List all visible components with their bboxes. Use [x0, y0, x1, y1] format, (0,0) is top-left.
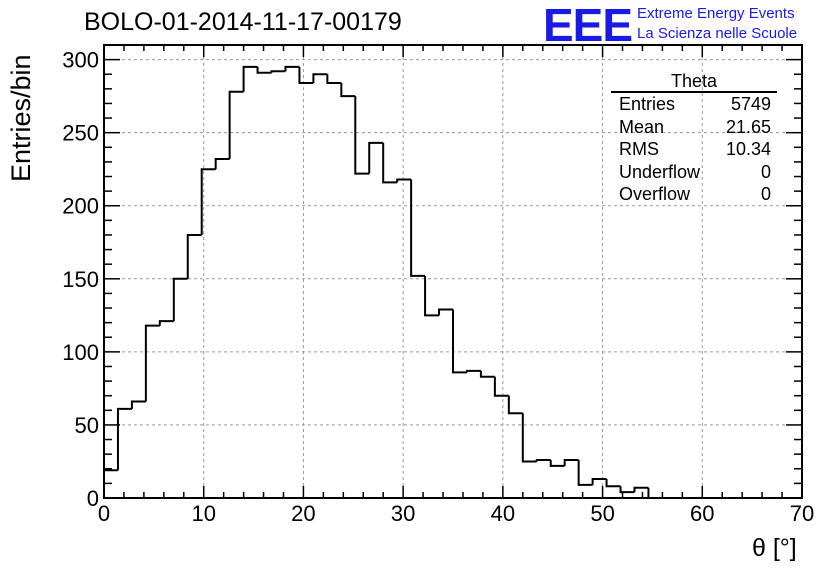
histogram-bin	[270, 70, 286, 73]
histogram-bin	[493, 376, 509, 397]
y-tick-label: 300	[62, 48, 99, 73]
histogram-bin	[438, 308, 453, 316]
histogram-bin	[368, 141, 384, 174]
histogram-bin	[228, 90, 244, 159]
histogram-bin	[633, 486, 649, 493]
y-tick-label: 50	[75, 413, 99, 438]
tick-labels: 0 10 20 30 40 50 60 70 0 50 100 150 200 250 300	[62, 48, 814, 526]
logo-caption: Extreme Energy Events La Scienza nelle S…	[637, 4, 797, 44]
chart-title: BOLO-01-2014-11-17-00179	[84, 8, 402, 36]
stats-row-overflow: Overflow 0	[611, 183, 777, 206]
stats-row-rms: RMS 10.34	[611, 138, 777, 161]
eee-logo: EEE	[543, 0, 633, 51]
x-tick-label: 60	[690, 501, 714, 526]
histogram-bin	[172, 277, 188, 322]
histogram-bin	[521, 413, 537, 463]
histogram-bin	[479, 370, 495, 378]
y-tick-label: 200	[62, 194, 99, 219]
histogram-bin	[242, 65, 258, 92]
histogram-bin	[382, 142, 398, 184]
stats-label: Mean	[619, 116, 665, 137]
histogram-bin	[535, 459, 551, 462]
logo-line-2: La Scienza nelle Scuole	[637, 25, 798, 42]
histogram-bin	[577, 460, 593, 486]
y-tick-label: 100	[62, 340, 99, 365]
x-tick-label: 10	[191, 501, 215, 526]
stats-label: RMS	[619, 139, 659, 159]
histogram-bin	[340, 82, 356, 98]
plot-frame	[103, 44, 803, 499]
histogram-bin	[507, 395, 523, 415]
histogram-bin	[130, 400, 146, 409]
histogram-bin	[549, 460, 565, 467]
x-tick-label: 0	[98, 501, 110, 526]
histogram-bin	[116, 407, 132, 471]
y-tick-label: 250	[62, 121, 99, 146]
stats-row-underflow: Underflow 0	[611, 161, 777, 184]
histogram-bin	[214, 157, 230, 170]
histogram-bin	[326, 74, 342, 84]
stats-value: 5749	[730, 94, 771, 114]
histogram-bin	[452, 309, 467, 374]
histogram-bin	[298, 66, 314, 84]
histogram-bin	[591, 478, 607, 485]
x-axis-label: θ [°]	[752, 534, 797, 562]
histogram-bin	[465, 369, 481, 373]
histogram-bin	[312, 73, 328, 83]
histogram-bin	[563, 459, 579, 466]
histogram-bin	[144, 324, 160, 402]
y-tick-label: 0	[87, 486, 99, 511]
histogram-bin	[619, 486, 635, 494]
stats-label: Entries	[619, 94, 676, 114]
histogram-bin	[200, 168, 216, 235]
axis-ticks	[103, 44, 803, 499]
histogram-bin	[424, 275, 440, 317]
stats-label: Underflow	[619, 161, 701, 182]
y-axis-label: Entries/bin	[6, 54, 36, 182]
stats-box: Theta Entries 5749 Mean 21.65 RMS 10.34 …	[611, 72, 777, 206]
stats-value: 21.65	[725, 116, 771, 137]
stats-row-entries: Entries 5749	[611, 93, 777, 116]
histogram-bin	[284, 65, 300, 72]
x-tick-label: 50	[590, 501, 614, 526]
histogram-bin	[256, 66, 272, 74]
histogram-bin	[158, 320, 174, 326]
stats-value: 0	[760, 184, 771, 204]
stats-row-mean: Mean 21.65	[611, 116, 777, 139]
stats-label: Overflow	[619, 184, 691, 204]
histogram-bin	[410, 179, 426, 277]
x-tick-label: 70	[790, 501, 814, 526]
histogram-bin	[354, 96, 370, 175]
stats-value: 10.34	[725, 139, 771, 159]
histogram-bin	[605, 479, 621, 488]
histogram-bin	[396, 178, 412, 183]
x-tick-label: 30	[391, 501, 415, 526]
stats-title: Theta	[611, 72, 777, 93]
histogram-bin	[186, 233, 202, 279]
y-tick-label: 150	[62, 267, 99, 292]
x-tick-label: 40	[491, 501, 515, 526]
logo-line-1: Extreme Energy Events	[637, 5, 795, 22]
histogram-bin	[647, 487, 663, 499]
stats-value: 0	[760, 161, 771, 182]
histogram-series	[103, 65, 802, 499]
x-tick-label: 20	[291, 501, 315, 526]
